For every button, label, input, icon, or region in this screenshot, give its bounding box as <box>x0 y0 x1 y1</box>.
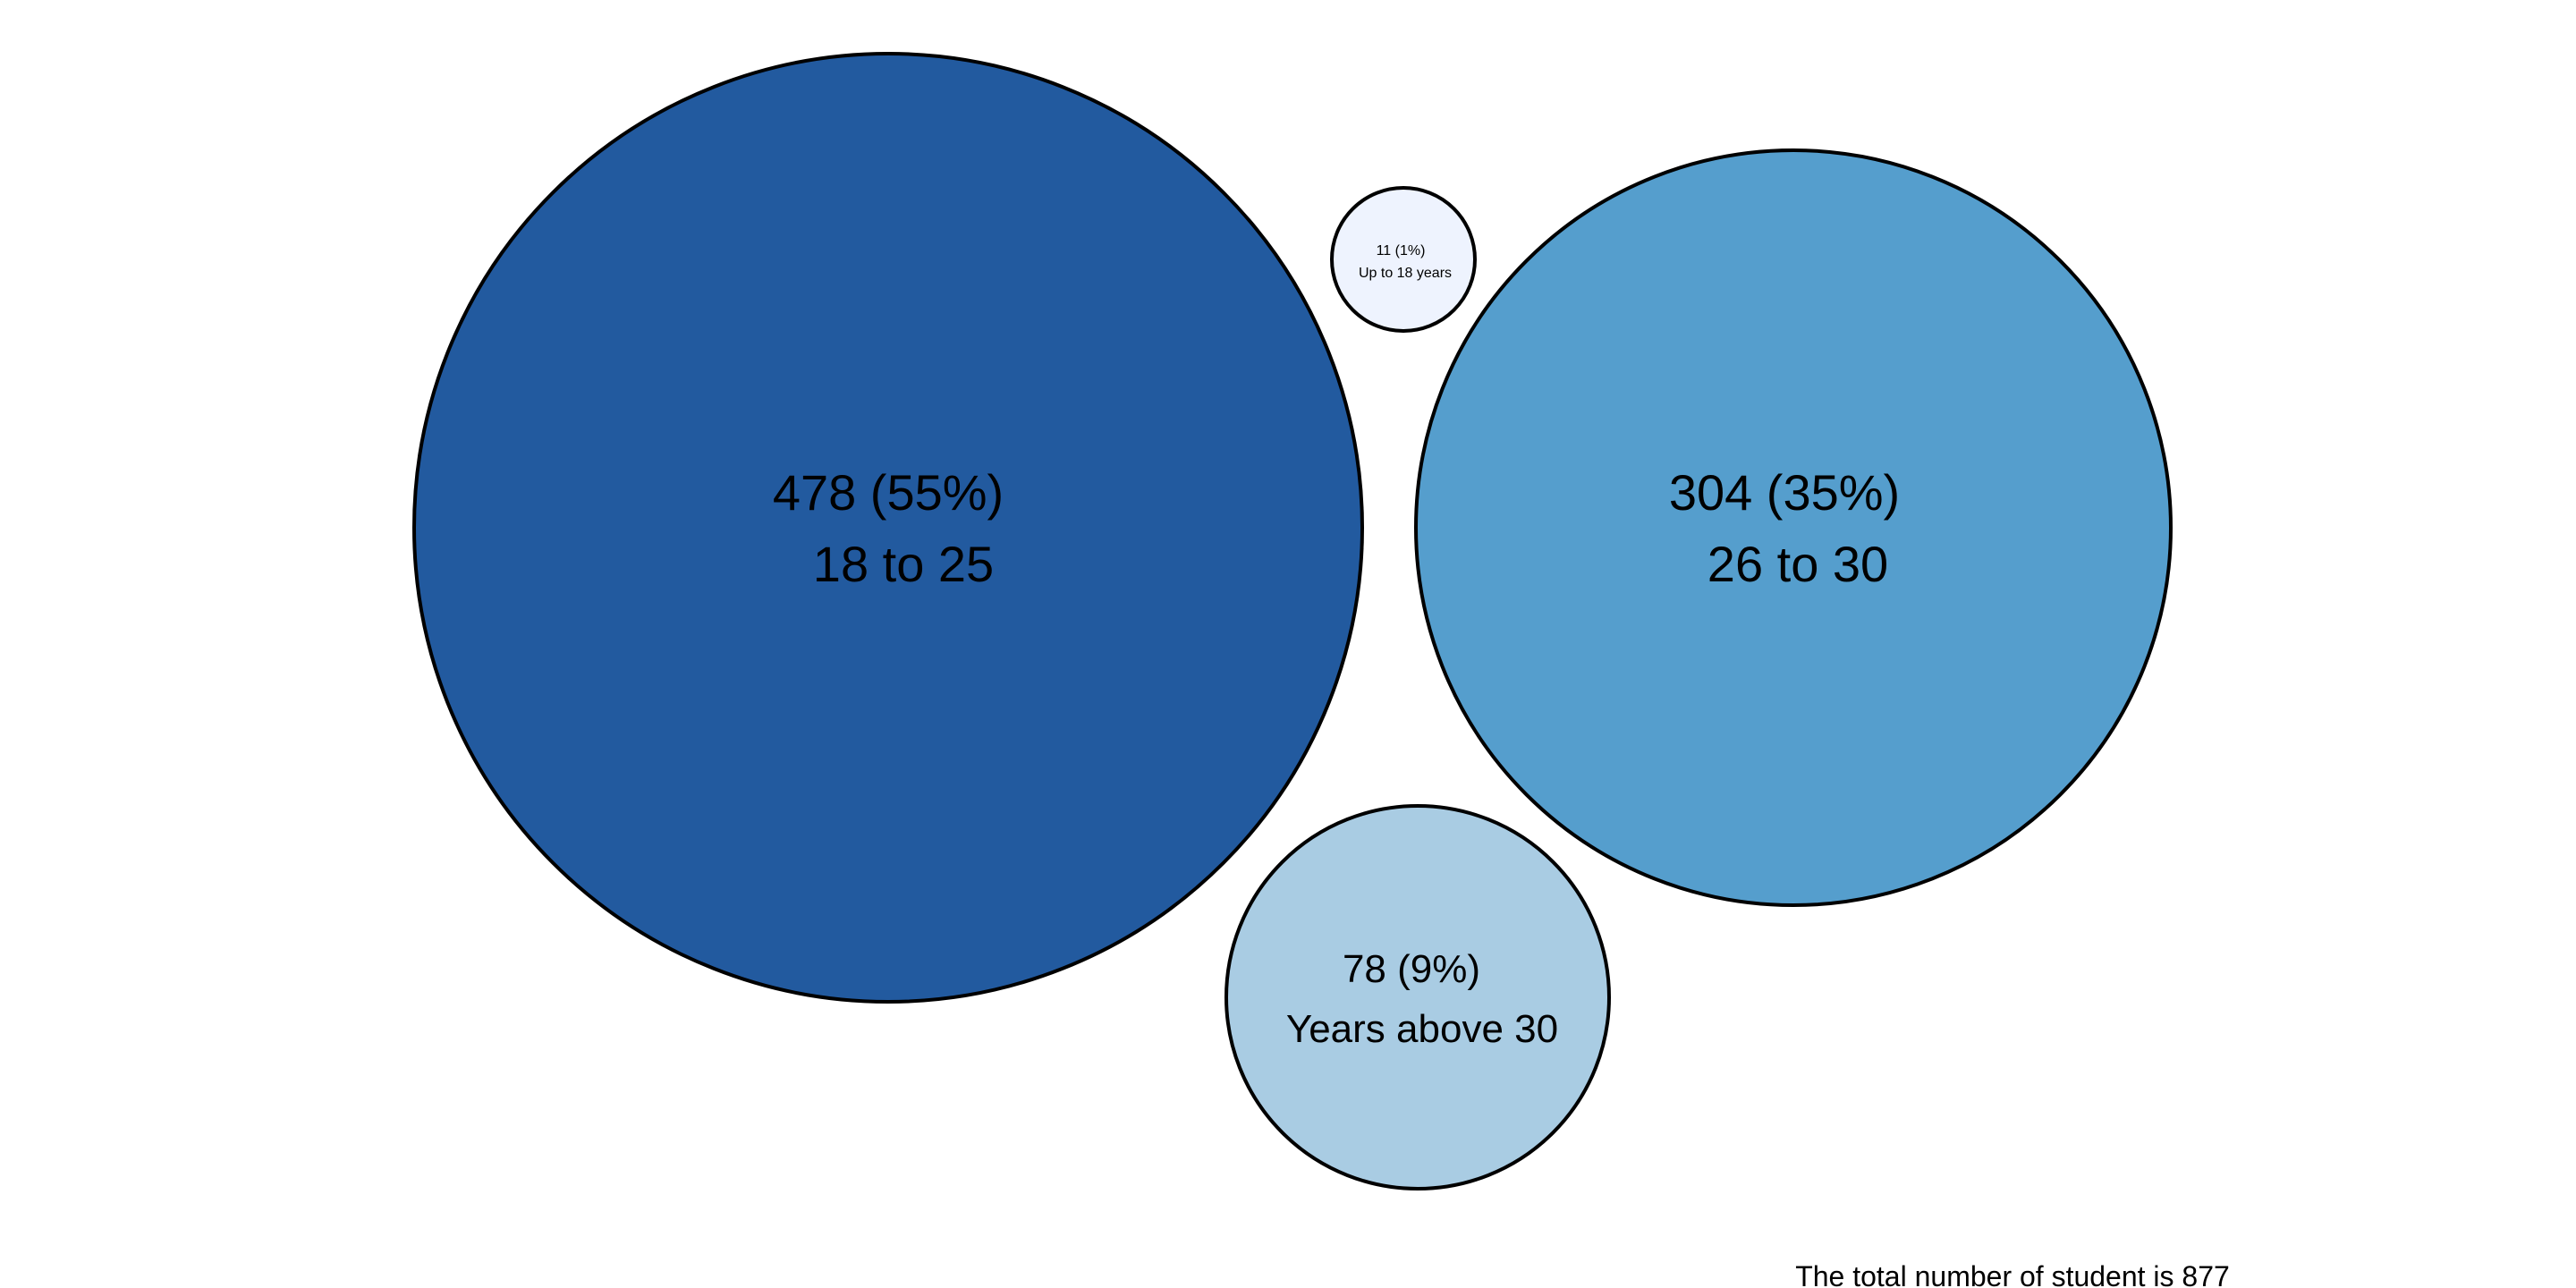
bubble-18-to-25 <box>412 52 1364 1004</box>
bubble-years-above-30-count-label: 78 (9%) <box>1343 947 1480 991</box>
bubble-up-to-18-years-category-label: Up to 18 years <box>1359 266 1452 281</box>
bubble-18-to-25-count-label: 478 (55%) <box>773 464 1004 521</box>
bubble-up-to-18-years <box>1330 186 1477 333</box>
chart-caption: The total number of student is 877 <box>1795 1260 2230 1288</box>
bubble-years-above-30 <box>1224 804 1611 1191</box>
bubble-26-to-30-category-label: 26 to 30 <box>1707 536 1888 592</box>
bubble-26-to-30-count-label: 304 (35%) <box>1669 464 1900 521</box>
bubble-18-to-25-category-label: 18 to 25 <box>813 536 994 592</box>
bubble-up-to-18-years-count-label: 11 (1%) <box>1377 243 1426 258</box>
bubble-years-above-30-category-label: Years above 30 <box>1286 1007 1558 1051</box>
bubble-26-to-30 <box>1414 148 2173 907</box>
